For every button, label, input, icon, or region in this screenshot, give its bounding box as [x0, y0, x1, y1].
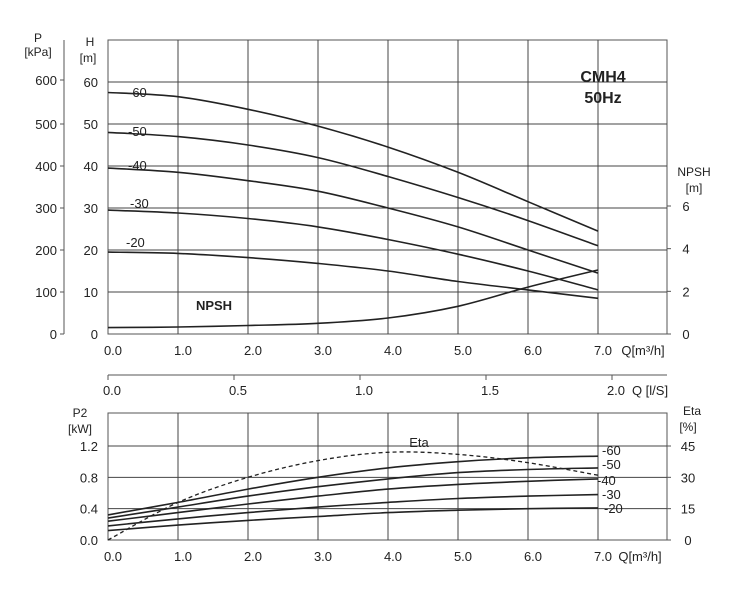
p-axis-unit: [kPa]	[24, 45, 51, 59]
npsh-tick-label: 4	[682, 242, 689, 257]
bottom-series-label: -40	[597, 473, 616, 488]
eta-curve-label: Eta	[409, 435, 429, 450]
eta-axis-unit: [%]	[679, 420, 696, 434]
h-tick-label: 30	[84, 201, 98, 216]
top-series-stage-50	[107, 131, 599, 247]
ls-axis-label: Q [l/S]	[632, 383, 668, 398]
bottom-series-Eta	[107, 451, 599, 541]
top-x-tick-label: 7.0	[594, 343, 612, 358]
top-x-axis-label: Q[m³/h]	[621, 343, 664, 358]
bottom-series-label: -30	[602, 487, 621, 502]
bottom-series-stage-20	[107, 507, 599, 532]
top-series-label: -60	[128, 85, 147, 100]
chart-subtitle: 50Hz	[584, 90, 621, 107]
p2-axis-unit: [kW]	[68, 422, 92, 436]
h-tick-label: 40	[84, 159, 98, 174]
h-axis-label: H	[86, 35, 95, 49]
h-tick-label: 60	[84, 75, 98, 90]
bottom-series-label: -20	[604, 501, 623, 516]
bottom-x-tick-label: 2.0	[244, 549, 262, 564]
h-tick-label: 20	[84, 243, 98, 258]
bottom-series-stage-60	[107, 455, 599, 516]
top-x-tick-label: 1.0	[174, 343, 192, 358]
top-series-label: -40	[128, 158, 147, 173]
label-layer: 0100200300400500600P[kPa]0102030405060H[…	[24, 31, 710, 564]
top-series-label: -20	[126, 235, 145, 250]
top-series-stage-20	[107, 251, 599, 300]
p-tick-label: 100	[35, 285, 57, 300]
bottom-x-axis-label: Q[m³/h]	[618, 549, 661, 564]
top-series-NPSH	[107, 269, 599, 329]
top-x-tick-label: 2.0	[244, 343, 262, 358]
bottom-x-tick-label: 1.0	[174, 549, 192, 564]
eta-tick-label: 45	[681, 439, 695, 454]
npsh-axis-unit: [m]	[686, 181, 703, 195]
eta-axis-label: Eta	[683, 404, 701, 418]
ls-tick-label: 2.0	[607, 383, 625, 398]
bottom-series-label: -60	[602, 443, 621, 458]
top-x-tick-label: 4.0	[384, 343, 402, 358]
npsh-tick-label: 0	[682, 327, 689, 342]
eta-tick-label: 0	[684, 533, 691, 548]
npsh-axis-label: NPSH	[677, 165, 710, 179]
eta-tick-label: 30	[681, 470, 695, 485]
npsh-curve-label: NPSH	[196, 298, 232, 313]
grid-layer	[107, 39, 668, 541]
bottom-x-tick-label: 5.0	[454, 549, 472, 564]
bottom-x-tick-label: 7.0	[594, 549, 612, 564]
top-series-label: -30	[130, 196, 149, 211]
top-series-stage-30	[107, 209, 599, 291]
bottom-x-tick-label: 3.0	[314, 549, 332, 564]
ls-tick-label: 1.5	[481, 383, 499, 398]
top-x-tick-label: 3.0	[314, 343, 332, 358]
npsh-tick-label: 6	[682, 199, 689, 214]
ls-tick-label: 1.0	[355, 383, 373, 398]
top-x-tick-label: 6.0	[524, 343, 542, 358]
h-axis-unit: [m]	[80, 51, 97, 65]
top-series-stage-60	[107, 91, 599, 232]
h-tick-label: 0	[91, 327, 98, 342]
bottom-x-tick-label: 0.0	[104, 549, 122, 564]
top-x-tick-label: 5.0	[454, 343, 472, 358]
p-axis-label: P	[34, 31, 42, 45]
top-x-tick-label: 0.0	[104, 343, 122, 358]
h-tick-label: 50	[84, 117, 98, 132]
ls-tick-label: 0.5	[229, 383, 247, 398]
p2-tick-label: 0.8	[80, 470, 98, 485]
eta-tick-label: 15	[681, 502, 695, 517]
top-series-stage-40	[107, 167, 599, 274]
bottom-series-stage-40	[107, 478, 599, 522]
chart-title: CMH4	[580, 69, 625, 86]
p2-tick-label: 0.4	[80, 502, 98, 517]
p2-axis-label: P2	[73, 406, 88, 420]
axis-layer	[60, 40, 671, 541]
p-tick-label: 300	[35, 201, 57, 216]
p2-tick-label: 1.2	[80, 439, 98, 454]
bottom-x-tick-label: 4.0	[384, 549, 402, 564]
p-tick-label: 500	[35, 117, 57, 132]
top-series-label: -50	[128, 124, 147, 139]
p-tick-label: 400	[35, 159, 57, 174]
series-layer	[107, 91, 599, 541]
ls-tick-label: 0.0	[103, 383, 121, 398]
p-tick-label: 600	[35, 73, 57, 88]
bottom-series-label: -50	[602, 457, 621, 472]
bottom-x-tick-label: 6.0	[524, 549, 542, 564]
p2-tick-label: 0.0	[80, 533, 98, 548]
p-tick-label: 200	[35, 243, 57, 258]
bottom-series-stage-30	[107, 493, 599, 527]
npsh-tick-label: 2	[682, 284, 689, 299]
bottom-series-stage-50	[107, 467, 599, 519]
p-tick-label: 0	[50, 327, 57, 342]
h-tick-label: 10	[84, 285, 98, 300]
